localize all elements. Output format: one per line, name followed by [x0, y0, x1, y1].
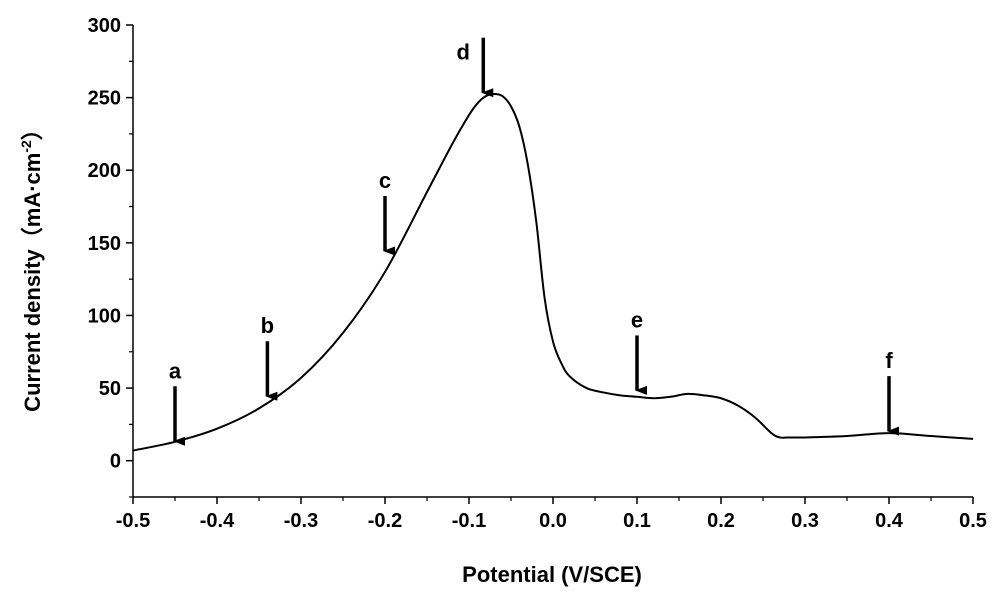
y-tick-label: 200 [88, 160, 121, 182]
annotation-label-d: d [457, 40, 470, 65]
annotations: a b c d e f [169, 37, 899, 446]
annotation-label-c: c [379, 168, 391, 193]
y-axis-title: Current density（mA·cm-2） [18, 118, 45, 412]
x-tick-label: -0.2 [368, 510, 402, 532]
y-tick-label: 150 [88, 233, 121, 255]
annotation-label-a: a [169, 358, 182, 383]
ticks: -0.5 -0.4 -0.3 -0.2 -0.1 0.0 0.1 0.2 0.3 0.4 0.5 0 5… [88, 15, 987, 532]
x-tick-label: 0.5 [959, 510, 987, 532]
x-tick-label: 0.3 [791, 510, 819, 532]
x-tick-label: -0.3 [284, 510, 318, 532]
y-tick-label: 100 [88, 305, 121, 327]
series-group [132, 92, 974, 452]
y-tick-label: 50 [99, 378, 121, 400]
y-tick-label: 0 [110, 451, 121, 473]
series-line [132, 92, 974, 452]
x-tick-label: -0.4 [200, 510, 235, 532]
y-tick-label: 300 [88, 15, 121, 37]
y-axis-title-main: Current density（mA·cm [20, 153, 45, 412]
x-tick-label: 0.0 [539, 510, 567, 532]
annotation-label-e: e [631, 307, 643, 332]
y-axis-title-superscript: -2 [18, 140, 34, 153]
axes [132, 25, 973, 498]
x-tick-label: 0.4 [875, 510, 904, 532]
y-axis-title-close: ） [20, 118, 45, 140]
x-tick-label: 0.1 [623, 510, 651, 532]
x-tick-label: 0.2 [707, 510, 735, 532]
x-tick-label: -0.1 [452, 510, 486, 532]
y-tick-label: 250 [88, 88, 121, 110]
annotation-label-b: b [261, 313, 274, 338]
x-axis-title: Potential (V/SCE) [462, 562, 642, 587]
x-tick-label: -0.5 [116, 510, 150, 532]
annotation-label-f: f [885, 348, 893, 373]
